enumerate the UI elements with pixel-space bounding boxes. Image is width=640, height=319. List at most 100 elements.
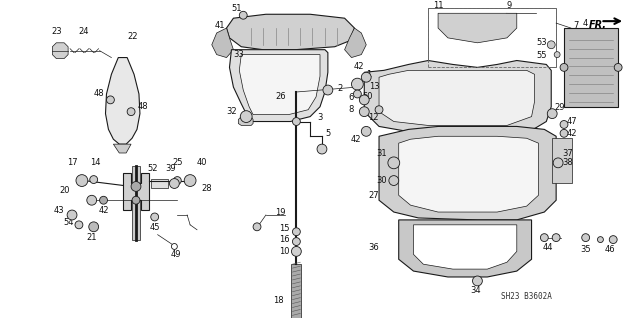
Text: 23: 23 [51, 27, 61, 36]
Circle shape [375, 106, 383, 114]
Polygon shape [344, 28, 366, 57]
Polygon shape [438, 13, 516, 43]
Text: 21: 21 [86, 233, 97, 242]
Text: 22: 22 [128, 33, 138, 41]
Text: 6: 6 [349, 93, 354, 102]
Text: 20: 20 [59, 186, 69, 195]
Circle shape [323, 85, 333, 95]
Text: 33: 33 [233, 50, 244, 59]
Circle shape [547, 109, 557, 119]
Text: 42: 42 [566, 129, 577, 138]
Circle shape [127, 108, 135, 115]
Circle shape [353, 90, 362, 98]
Text: 7: 7 [573, 21, 579, 30]
Text: 17: 17 [67, 158, 77, 167]
Text: 37: 37 [563, 149, 573, 158]
Text: 5: 5 [325, 129, 330, 138]
Text: 45: 45 [150, 223, 160, 232]
Text: 46: 46 [605, 245, 616, 254]
Text: 1: 1 [367, 70, 372, 79]
Circle shape [489, 22, 505, 38]
Text: 38: 38 [563, 158, 573, 167]
Text: 40: 40 [196, 158, 207, 167]
Polygon shape [239, 55, 320, 115]
Circle shape [582, 234, 589, 241]
Text: 18: 18 [273, 296, 284, 305]
Text: 24: 24 [79, 27, 89, 36]
Text: 48: 48 [93, 89, 104, 99]
Circle shape [560, 121, 568, 129]
Circle shape [362, 72, 371, 82]
Text: 51: 51 [231, 4, 242, 13]
Text: 29: 29 [555, 103, 565, 112]
Polygon shape [106, 57, 140, 144]
Circle shape [172, 243, 177, 249]
Circle shape [291, 247, 301, 256]
Text: 41: 41 [214, 21, 225, 30]
Circle shape [89, 222, 99, 232]
Text: 47: 47 [566, 117, 577, 126]
Circle shape [67, 210, 77, 220]
Text: 52: 52 [147, 164, 158, 173]
Text: 42: 42 [99, 205, 109, 215]
Text: 11: 11 [433, 1, 444, 10]
Circle shape [151, 213, 159, 221]
Circle shape [132, 196, 140, 204]
Text: 34: 34 [470, 286, 481, 295]
Circle shape [560, 130, 568, 137]
Text: 2: 2 [337, 84, 342, 93]
Polygon shape [379, 126, 556, 220]
Text: 43: 43 [54, 205, 65, 215]
Circle shape [389, 176, 399, 185]
Text: 13: 13 [369, 82, 380, 91]
Circle shape [609, 236, 617, 243]
Text: 26: 26 [275, 93, 286, 101]
Text: FR.: FR. [589, 20, 607, 30]
Text: 48: 48 [138, 102, 148, 111]
Circle shape [100, 196, 108, 204]
Text: 9: 9 [506, 1, 511, 10]
Text: 27: 27 [369, 191, 380, 200]
Circle shape [359, 107, 369, 117]
Circle shape [388, 157, 400, 169]
Circle shape [292, 228, 300, 236]
Bar [428, 8, 556, 67]
Circle shape [87, 195, 97, 205]
Text: 55: 55 [536, 51, 547, 60]
Polygon shape [113, 144, 131, 153]
Polygon shape [52, 43, 68, 59]
Text: 42: 42 [350, 135, 361, 144]
Bar [291, 264, 301, 318]
Text: 53: 53 [536, 38, 547, 47]
Circle shape [173, 177, 181, 184]
Polygon shape [399, 220, 532, 277]
Bar [552, 138, 572, 182]
Circle shape [547, 41, 555, 49]
Circle shape [76, 174, 88, 187]
Polygon shape [413, 225, 516, 269]
Text: 39: 39 [165, 164, 176, 173]
Text: 36: 36 [369, 243, 380, 252]
Text: 12: 12 [368, 113, 378, 122]
Text: 16: 16 [279, 235, 290, 244]
Bar [564, 28, 618, 107]
Polygon shape [238, 117, 253, 125]
Text: 14: 14 [90, 158, 101, 167]
Circle shape [560, 63, 568, 71]
Circle shape [239, 11, 247, 19]
Polygon shape [124, 173, 148, 210]
Circle shape [317, 144, 327, 154]
Text: 3: 3 [317, 113, 323, 122]
Text: 30: 30 [377, 176, 387, 185]
Circle shape [131, 182, 141, 191]
Bar [132, 166, 140, 240]
Text: 31: 31 [377, 150, 387, 159]
Circle shape [553, 158, 563, 168]
Circle shape [184, 174, 196, 187]
Circle shape [362, 126, 371, 136]
Polygon shape [230, 50, 328, 122]
Text: SH23 B3602A: SH23 B3602A [501, 292, 552, 301]
Text: 25: 25 [172, 158, 182, 167]
Text: 15: 15 [279, 224, 290, 233]
Text: 4: 4 [583, 19, 588, 28]
